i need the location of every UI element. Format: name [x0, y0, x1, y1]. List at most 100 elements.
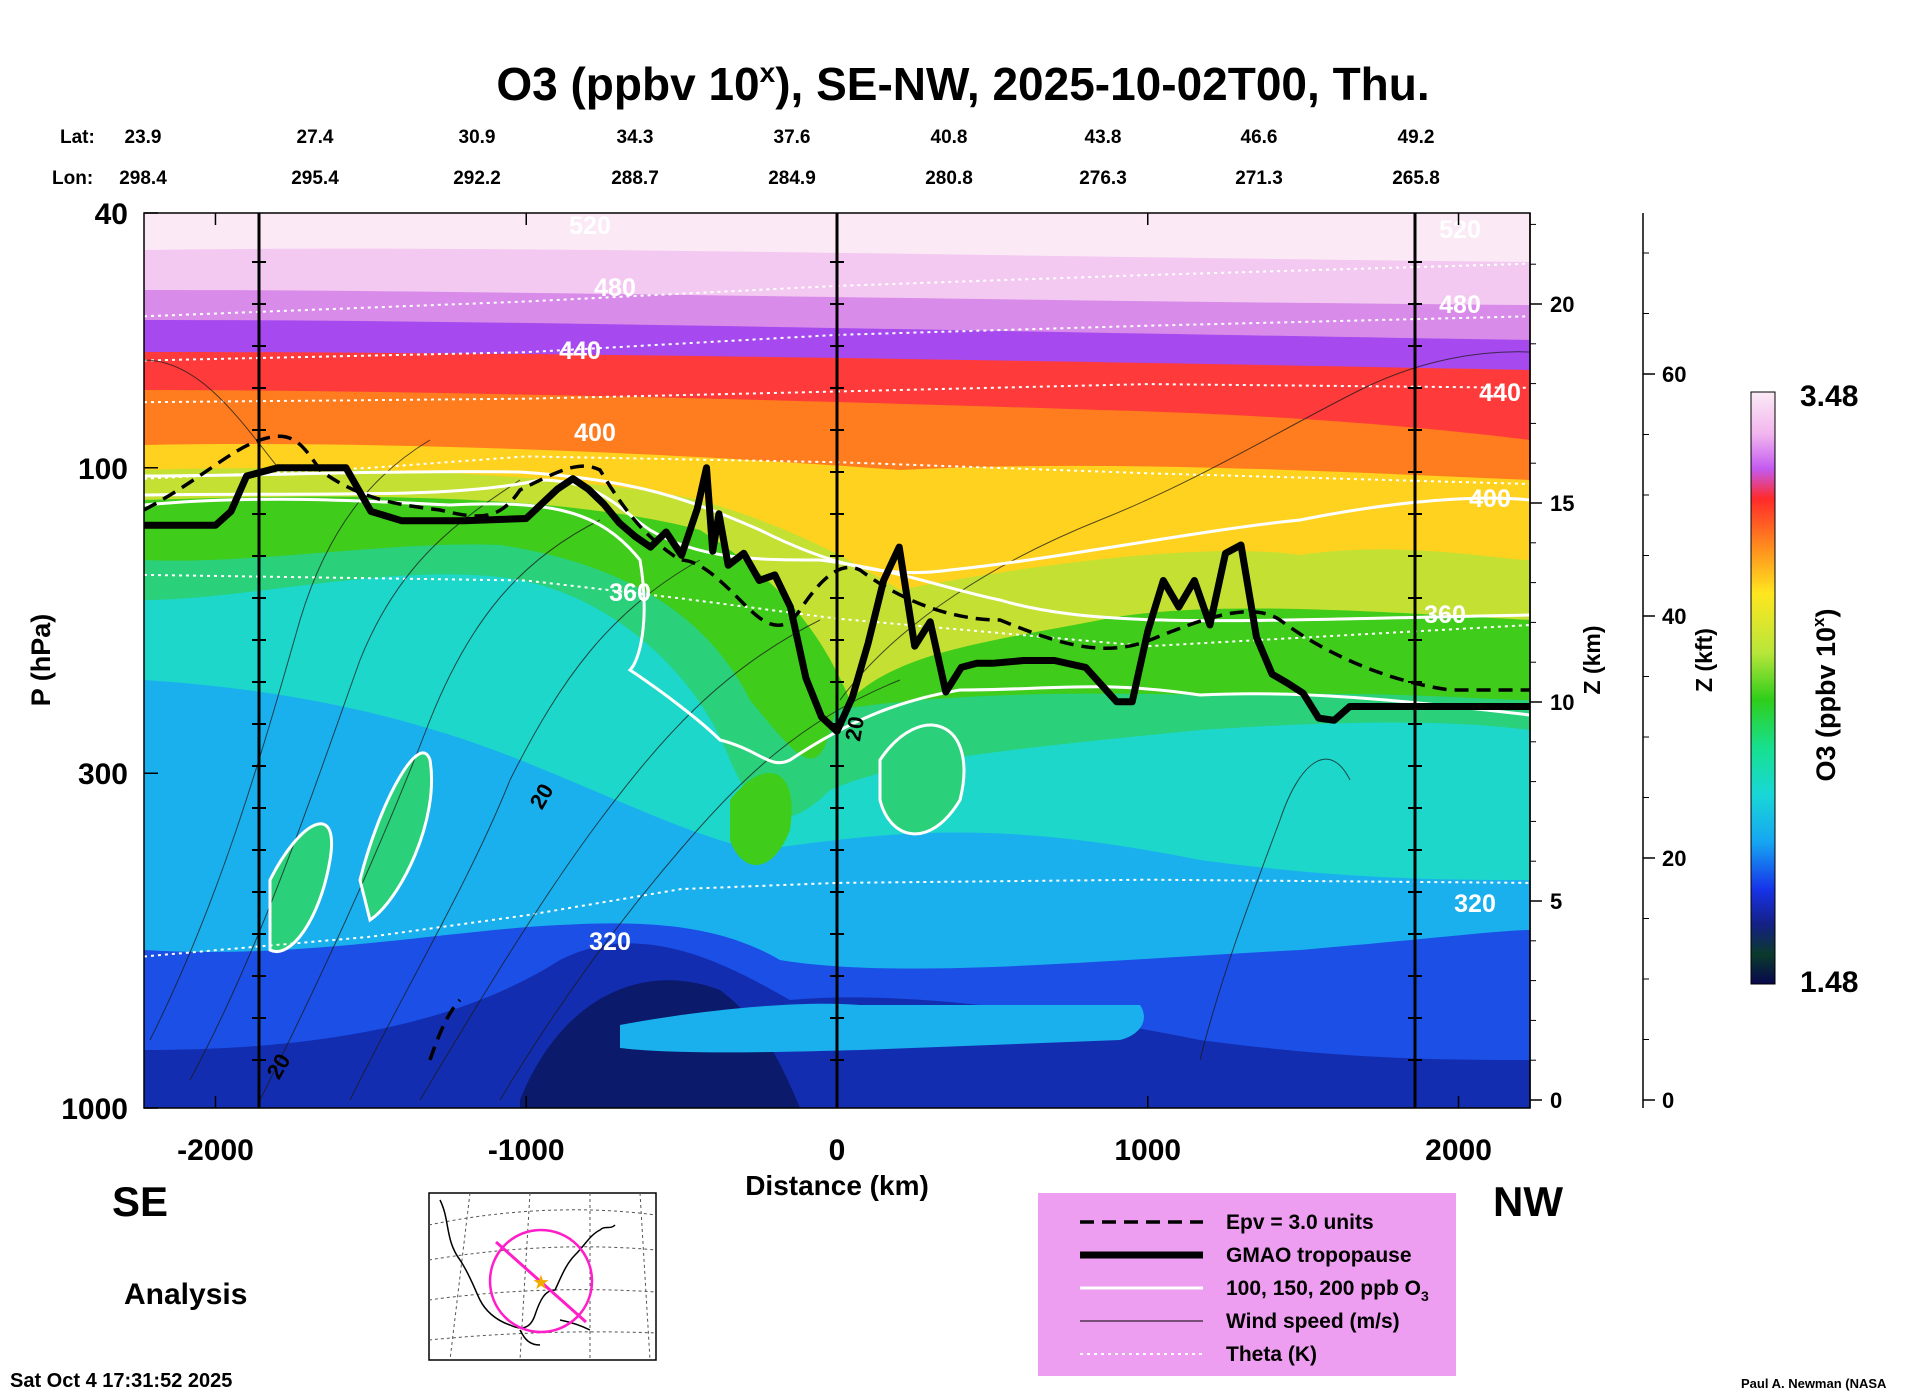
lat-value: 43.8 [1085, 127, 1122, 148]
vline-ticks [252, 261, 1422, 1061]
inset-map: ★ [428, 1192, 657, 1361]
theta-label: 360 [609, 579, 651, 607]
lon-value: 284.9 [768, 168, 816, 189]
vertical-reference-lines [257, 213, 1417, 1108]
lat-value: 40.8 [931, 127, 968, 148]
credit: Paul A. Newman (NASA [1741, 1376, 1887, 1391]
inset-coastline [439, 1199, 616, 1346]
theta-label: 400 [574, 419, 616, 447]
z-kft-tick-label: 40 [1662, 604, 1686, 629]
wind-contour [149, 439, 431, 1041]
wind-contour [1199, 758, 1351, 1061]
theta-label: 520 [569, 212, 611, 240]
inset-center-star-icon: ★ [532, 1272, 550, 1294]
lon-value: 292.2 [453, 168, 501, 189]
colorbar [1750, 391, 1776, 985]
z-km-tick-label: 20 [1550, 292, 1574, 317]
lon-value: 280.8 [925, 168, 973, 189]
lat-value: 27.4 [297, 127, 334, 148]
y-tick-label: 300 [78, 758, 128, 791]
legend-label: Wind speed (m/s) [1226, 1310, 1400, 1333]
colorbar-max-label: 3.48 [1800, 380, 1858, 413]
z-kft-tick-label: 0 [1662, 1088, 1674, 1113]
gmao-tropopause-line [144, 464, 1530, 735]
direction-nw-label: NW [1493, 1178, 1563, 1225]
o3-isoline-150 [144, 478, 1530, 623]
theta-label: 520 [1439, 216, 1481, 244]
y-axis-label: P (hPa) [26, 614, 56, 707]
theta-contour-320 [144, 878, 1530, 958]
legend-label: Epv = 3.0 units [1226, 1211, 1374, 1234]
y-axis: 40 100 300 1000 [61, 198, 158, 1126]
theta-label: 480 [1439, 291, 1481, 319]
lon-header: Lon: [52, 168, 93, 189]
lat-value: 37.6 [774, 127, 811, 148]
wind-contour [499, 679, 901, 1101]
inset-range-circle [488, 1228, 594, 1334]
o3-isoline-blob3 [878, 723, 966, 836]
o3-field [144, 213, 1530, 1108]
lon-value: 288.7 [611, 168, 659, 189]
z-km-axis: 0 5 10 15 20 [1530, 223, 1574, 1113]
theta-labels: 520 480 440 400 360 320 520 480 440 400 360 320 [559, 212, 1521, 956]
z-km-tick-label: 15 [1550, 491, 1574, 516]
theta-label: 320 [589, 928, 631, 956]
lat-value: 46.6 [1241, 127, 1278, 148]
colorbar-label: O3 (ppbv 10x) [1809, 608, 1841, 781]
x-tick-label: 1000 [1114, 1134, 1181, 1167]
x-axis: -2000 -1000 0 1000 2000 [177, 213, 1492, 1167]
x-tick-label: -1000 [488, 1134, 565, 1167]
wind-contour [419, 619, 821, 1101]
x-tick-label: -2000 [177, 1134, 254, 1167]
theta-label: 400 [1469, 485, 1511, 513]
x-axis-label: Distance (km) [745, 1170, 929, 1201]
lat-value: 23.9 [125, 127, 162, 148]
lat-header: Lat: [60, 127, 95, 148]
lat-value: 49.2 [1398, 127, 1435, 148]
z-kft-tick-label: 60 [1662, 362, 1686, 387]
lat-value: 30.9 [459, 127, 496, 148]
theta-label: 480 [594, 274, 636, 302]
lon-value: 298.4 [119, 168, 167, 189]
lon-value: 295.4 [291, 168, 339, 189]
z-km-tick-label: 10 [1550, 690, 1574, 715]
z-kft-axis-label: Z (kft) [1691, 628, 1717, 692]
lat-lon-labels: 23.9 27.4 30.9 34.3 37.6 40.8 43.8 46.6 49.2 298.… [119, 127, 1440, 189]
wind-contour [144, 359, 281, 471]
y-tick-label: 1000 [61, 1093, 128, 1126]
z-km-axis-label: Z (km) [1579, 626, 1605, 695]
wind-contour [839, 351, 1530, 701]
x-tick-label: 0 [829, 1134, 846, 1167]
legend-label: 100, 150, 200 ppb O3 [1226, 1277, 1429, 1304]
wind-contour [189, 479, 521, 1081]
z-km-tick-label: 0 [1550, 1088, 1562, 1113]
o3-isoline-blob2 [358, 751, 433, 923]
inset-section-line [495, 1240, 587, 1324]
lon-value: 276.3 [1079, 168, 1127, 189]
colorbar-min-label: 1.48 [1800, 966, 1858, 999]
direction-se-label: SE [112, 1178, 168, 1225]
theta-label: 440 [559, 337, 601, 365]
legend-label: GMAO tropopause [1226, 1244, 1412, 1267]
z-kft-tick-label: 20 [1662, 846, 1686, 871]
legend: Epv = 3.0 units GMAO tropopause 100, 150, … [1038, 1193, 1456, 1376]
theta-contour-360 [144, 573, 1530, 648]
wind-contour [349, 559, 701, 1101]
timestamp: Sat Oct 4 17:31:52 2025 [10, 1370, 232, 1392]
z-kft-axis: 0 20 40 60 [1643, 252, 1686, 1113]
o3-isoline-200 [144, 470, 1530, 575]
lon-value: 271.3 [1235, 168, 1283, 189]
y-tick-label: 100 [78, 453, 128, 486]
theta-label: 440 [1479, 379, 1521, 407]
o3-isoline-blob1 [268, 822, 333, 953]
theta-label: 320 [1454, 890, 1496, 918]
o3-isolines [144, 470, 1530, 953]
chart-title: O3 (ppbv 10x), SE-NW, 2025-10-02T00, Thu… [496, 57, 1429, 110]
lat-value: 34.3 [617, 127, 654, 148]
x-tick-label: 2000 [1425, 1134, 1492, 1167]
analysis-label: Analysis [124, 1278, 247, 1311]
o3-isoline-100 [144, 497, 1530, 765]
y-tick-label: 40 [95, 198, 128, 231]
theta-label: 360 [1424, 601, 1466, 629]
